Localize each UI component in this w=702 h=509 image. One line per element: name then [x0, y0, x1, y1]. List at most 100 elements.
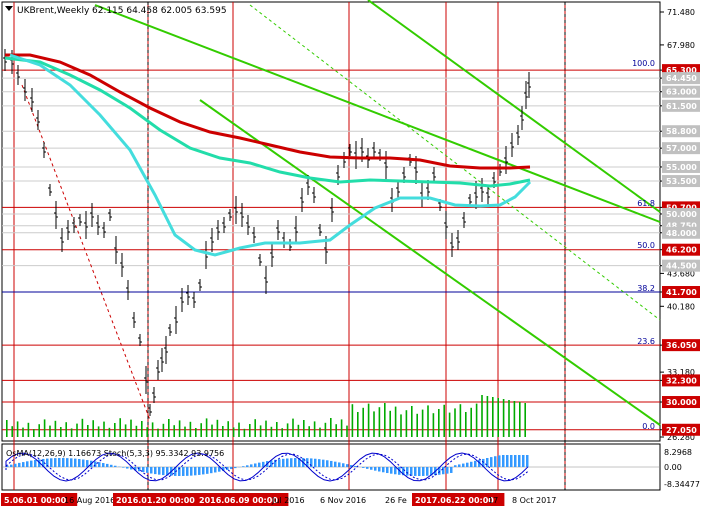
osma-bar — [214, 467, 217, 473]
osma-bar — [370, 467, 373, 470]
osma-bar — [226, 467, 229, 470]
volume-bar — [70, 428, 73, 437]
price-badge-label: 53.500 — [666, 177, 697, 186]
osma-bar — [386, 467, 389, 474]
volume-bar — [513, 401, 516, 437]
osma-bar — [342, 463, 345, 467]
osma-bar — [134, 467, 137, 471]
osma-bar — [282, 458, 285, 467]
volume-bar — [470, 407, 472, 437]
volume-bar — [151, 422, 154, 437]
volume-bar — [378, 407, 381, 437]
osma-bar — [222, 467, 225, 471]
channel-mid-line — [367, 0, 661, 213]
osma-bar — [506, 455, 509, 467]
osma-bar — [82, 459, 85, 467]
volume-bar — [313, 421, 316, 437]
osma-bar — [486, 458, 489, 467]
trend-channel[interactable] — [21, 0, 661, 426]
osma-bar — [294, 458, 297, 467]
price-badge-label: 48.000 — [666, 229, 697, 238]
volume-bar — [324, 422, 327, 437]
time-badge-label: 2017.06.22 00:00 — [415, 496, 494, 505]
volume-bar — [16, 421, 19, 437]
volume-bar — [303, 420, 305, 437]
osma-bar — [354, 466, 357, 467]
volume-bar — [184, 426, 186, 437]
volume-bar — [124, 424, 127, 437]
time-badge — [196, 493, 289, 506]
ma-teal-line[interactable] — [4, 56, 531, 188]
volume-bar — [119, 418, 121, 437]
volume-bar — [384, 403, 386, 437]
volume-bar — [146, 427, 148, 437]
volume-bar — [222, 426, 224, 437]
osma-bar — [34, 459, 37, 467]
volume-bar — [103, 421, 105, 437]
osma-bar — [114, 465, 117, 467]
price-badge — [662, 125, 700, 138]
volume-bar — [367, 403, 370, 437]
osma-bar — [450, 467, 453, 473]
osma-bar — [254, 463, 257, 467]
osma-bar — [98, 462, 101, 467]
osma-bar — [202, 467, 205, 475]
osma-bar — [250, 464, 253, 467]
volume-bar — [438, 409, 440, 437]
volume-bar — [114, 423, 116, 437]
osma-bar — [446, 467, 449, 474]
volume-bar — [486, 396, 489, 437]
osma-bar — [438, 467, 441, 475]
chart-header: UKBrent,Weekly 62.115 64.458 62.005 63.5… — [5, 6, 227, 16]
osma-bar — [418, 467, 421, 476]
price-badge-label: 63.000 — [666, 88, 697, 97]
ma-red-line[interactable] — [5, 53, 531, 170]
osma-bar — [270, 460, 273, 467]
osma-bar — [454, 465, 457, 467]
price-badge-label: 64.450 — [666, 74, 697, 83]
volume-bar — [443, 404, 445, 437]
volume-bar — [43, 419, 46, 437]
osma-bar — [206, 467, 209, 474]
fib-label-500: 50.0 — [637, 241, 655, 250]
volume-bar — [502, 399, 505, 437]
osma-bar — [362, 467, 365, 468]
osma-bar — [286, 458, 289, 467]
price-axis[interactable]: 71.480 67.980 43.680 40.180 33.180 26.280 65.3… — [660, 8, 700, 442]
volume-bar — [519, 402, 521, 437]
osma-bar — [166, 467, 169, 476]
volume-bar — [108, 427, 111, 437]
volume-bar — [81, 418, 84, 437]
volume-bar — [292, 418, 294, 437]
osma-bar — [86, 460, 89, 467]
osma-bar — [182, 467, 185, 476]
osma-bar — [246, 465, 249, 467]
volume-bar — [259, 425, 262, 437]
osma-bar — [366, 467, 369, 469]
channel-upper-line — [94, 4, 661, 223]
osma-bar — [158, 467, 161, 475]
ma-cyan-line[interactable] — [9, 53, 532, 257]
indicator-scale-bottom: -8.34477 — [664, 480, 700, 489]
price-badge — [662, 339, 700, 352]
osma-bar — [62, 458, 65, 467]
osma-bar — [394, 467, 397, 475]
osma-bar — [378, 467, 381, 472]
osma-bar — [70, 458, 73, 467]
volume-bar — [249, 424, 251, 437]
volume-bar — [481, 395, 483, 437]
symbol-dropdown-icon[interactable] — [5, 6, 13, 11]
price-badge — [662, 243, 700, 256]
osma-bar — [142, 467, 145, 473]
osma-bar — [322, 459, 325, 467]
indicator-panel — [2, 452, 660, 482]
price-label: 40.180 — [667, 302, 695, 311]
volume-bar — [319, 427, 321, 437]
volume-bar — [33, 429, 35, 437]
osma-bar — [498, 455, 501, 467]
osma-bar — [338, 462, 341, 467]
osma-bar — [494, 456, 497, 467]
osma-bar — [346, 464, 349, 467]
volume-bar — [205, 418, 208, 437]
